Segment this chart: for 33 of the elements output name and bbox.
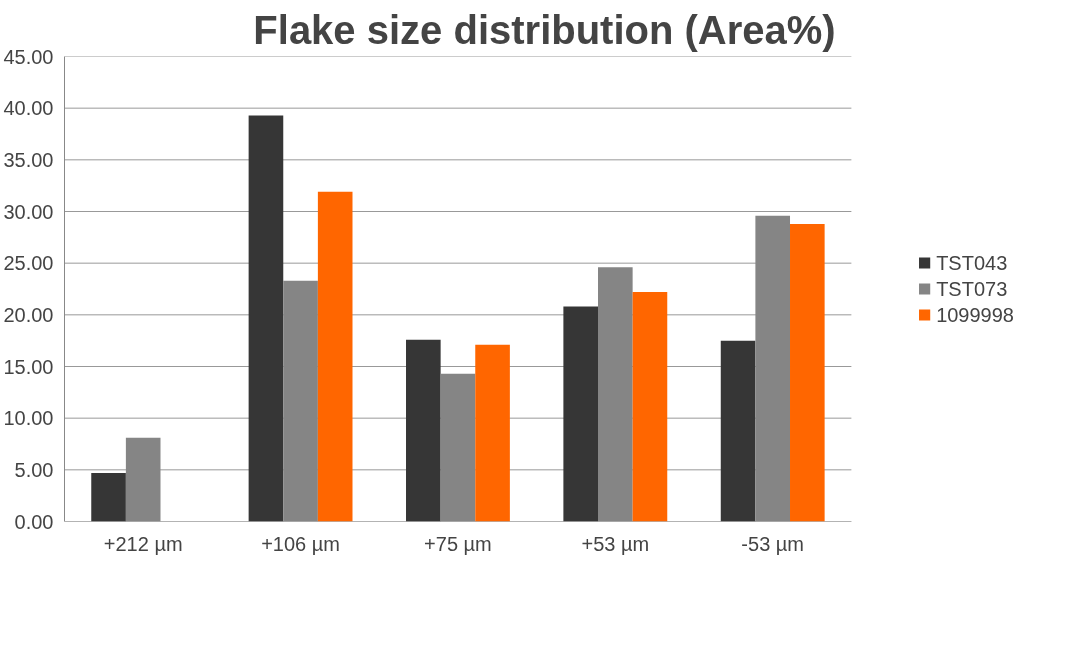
bar [632,292,668,522]
y-tick-label: 35.00 [3,148,54,171]
x-tick-label: +106 µm [261,532,340,555]
bar [563,306,599,522]
y-tick-label: 20.00 [3,303,54,326]
bar [720,340,756,522]
legend-label: TST043 [936,251,1008,274]
legend-label: 1099998 [936,303,1014,326]
bar [475,344,510,522]
x-tick-label: -53 µm [741,532,805,555]
y-tick-label: 25.00 [3,252,54,275]
bar [317,191,353,522]
bar [406,339,441,522]
bar [755,215,791,522]
chart-title: Flake size distribution (Area%) [253,7,836,52]
y-tick-label: 45.00 [3,45,54,68]
x-tick-label: +53 µm [581,532,650,555]
bar [248,115,284,522]
bar [125,437,161,522]
y-tick-label: 40.00 [3,97,54,120]
bar [91,472,126,522]
legend-label: TST073 [936,277,1008,300]
y-tick-label: 10.00 [3,407,54,430]
bar [440,373,476,522]
y-tick-label: 30.00 [3,200,54,223]
y-tick-label: 15.00 [3,355,54,378]
bar [598,267,633,522]
x-tick-label: +75 µm [424,532,492,555]
x-tick-label: +212 µm [103,532,183,555]
y-tick-label: 0.00 [14,510,54,533]
bar [790,223,825,522]
y-tick-label: 5.00 [14,458,54,481]
bar [283,280,318,522]
